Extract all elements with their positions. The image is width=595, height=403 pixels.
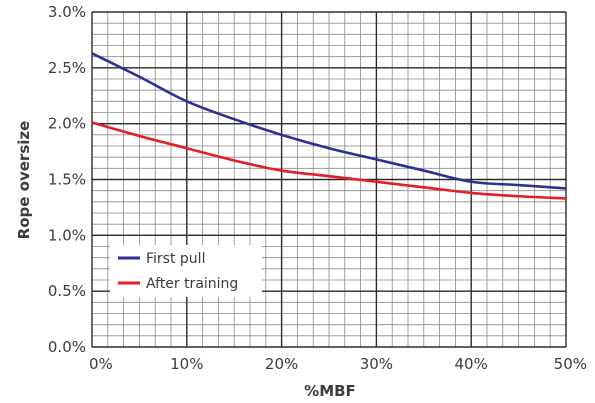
y-tick-label: 2.0%	[48, 115, 86, 133]
x-tick-label: 40%	[455, 355, 488, 373]
series-layer	[91, 52, 567, 200]
x-tick-label: 20%	[265, 355, 298, 373]
x-tick-label: 10%	[170, 355, 203, 373]
y-tick-label: 0.5%	[48, 282, 86, 300]
x-tick-labels: 0% 10% 20% 30% 40% 50%	[89, 355, 587, 373]
y-tick-label: 1.5%	[48, 171, 86, 189]
y-axis-title: Rope oversize	[15, 121, 33, 240]
x-tick-label: 30%	[360, 355, 393, 373]
legend: First pull After training	[110, 245, 262, 297]
y-tick-label: 2.5%	[48, 59, 86, 77]
y-tick-label: 1.0%	[48, 226, 86, 244]
legend-label-after-training: After training	[146, 276, 238, 292]
series-line-first-pull	[91, 52, 567, 190]
y-tick-labels: 0.0% 0.5% 1.0% 1.5% 2.0% 2.5% 3.0%	[48, 3, 86, 356]
legend-background	[110, 245, 262, 297]
series-line-after-training	[91, 121, 567, 200]
y-tick-label: 3.0%	[48, 3, 86, 21]
y-tick-label: 0.0%	[48, 338, 86, 356]
x-tick-label: 50%	[554, 355, 587, 373]
x-axis-title: %MBF	[304, 382, 356, 400]
x-tick-label: 0%	[89, 355, 113, 373]
legend-label-first-pull: First pull	[146, 251, 205, 267]
